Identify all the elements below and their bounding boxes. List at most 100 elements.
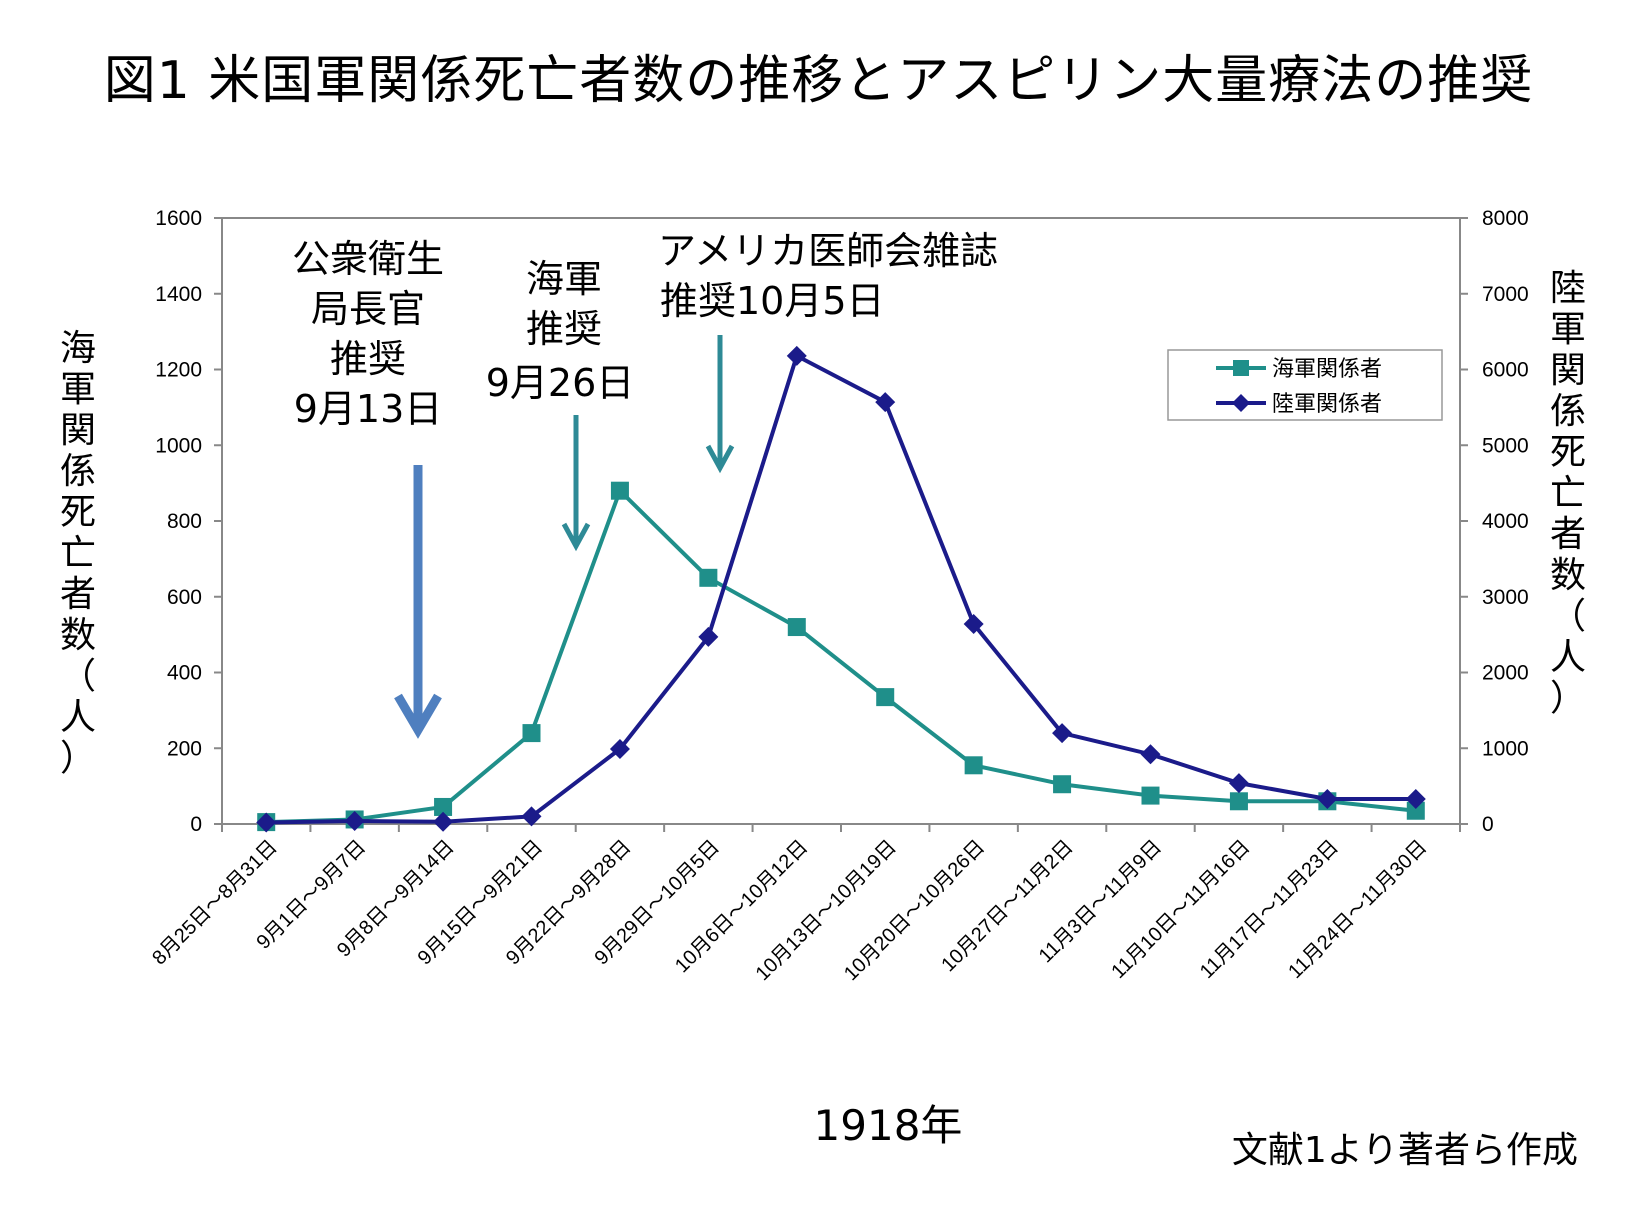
annotation-jama: アメリカ医師会雑誌 推奨10月5日 <box>658 229 998 474</box>
axis-label-char: 海 <box>60 328 96 369</box>
data-point <box>610 481 629 500</box>
data-point <box>344 810 365 831</box>
axis-label-char: （ <box>60 656 96 697</box>
data-point <box>1228 773 1249 794</box>
axis-label-char: 者 <box>60 574 96 615</box>
y-tick-label: 8000 <box>1482 207 1529 230</box>
axis-label-char: 関 <box>60 410 96 451</box>
annotation-line: 公衆衛生 <box>292 237 444 281</box>
legend-label: 陸軍関係者 <box>1272 392 1382 417</box>
y-axis-right: 0 1000 2000 3000 4000 5000 6000 7000 8000 <box>1460 207 1529 836</box>
data-point <box>1229 792 1248 811</box>
data-point <box>1406 801 1425 820</box>
annotation-line: 海軍 <box>526 257 602 301</box>
annotation-line: アメリカ医師会雑誌 <box>658 229 998 273</box>
data-point <box>963 614 984 635</box>
square-marker-icon <box>1233 360 1249 376</box>
x-tick-label: 8月25日～8月31日 <box>148 836 281 969</box>
arrow-down-icon <box>705 335 735 474</box>
y-tick-label: 6000 <box>1482 359 1529 382</box>
annotation-line: 局長官 <box>311 287 425 331</box>
y-axis-left: 0 200 400 600 800 1000 1200 1400 1600 <box>155 207 222 836</box>
data-point <box>609 739 630 760</box>
axis-label-char: 陸 <box>1550 268 1586 309</box>
x-axis-label: 1918年 <box>814 1101 963 1150</box>
arrow-down-icon <box>394 465 442 739</box>
y-tick-label: 1200 <box>155 359 202 382</box>
annotation-line: 9月26日 <box>486 361 635 405</box>
arrow-down-icon <box>561 415 591 552</box>
legend-item-army: 陸軍関係者 <box>1216 392 1382 417</box>
y-tick-label: 200 <box>167 737 202 760</box>
y-tick-label: 1000 <box>155 434 202 457</box>
data-point <box>787 618 806 637</box>
annotation-line: 推奨10月5日 <box>660 279 885 323</box>
axis-label-char: （ <box>1550 596 1586 637</box>
y-tick-label: 5000 <box>1482 434 1529 457</box>
annotation-line: 推奨 <box>526 307 602 351</box>
data-point <box>433 811 454 832</box>
axis-label-char: 亡 <box>60 533 96 574</box>
y-tick-label: 1000 <box>1482 737 1529 760</box>
axis-label-char: 関 <box>1550 350 1586 391</box>
y-tick-label: 1600 <box>155 207 202 230</box>
axis-label-char: 係 <box>1550 391 1586 432</box>
axis-label-char: 数 <box>60 615 96 656</box>
data-point <box>1405 789 1426 810</box>
data-point <box>256 812 277 833</box>
y-tick-label: 1400 <box>155 283 202 306</box>
y-tick-label: 600 <box>167 586 202 609</box>
data-point <box>434 797 453 816</box>
axis-label-char: 死 <box>60 492 96 533</box>
data-point <box>786 345 807 366</box>
data-point <box>699 568 718 587</box>
data-point <box>1317 789 1338 810</box>
y-tick-label: 7000 <box>1482 283 1529 306</box>
axis-label-char: 係 <box>60 451 96 492</box>
series-line <box>266 353 1416 825</box>
legend-item-navy: 海軍関係者 <box>1216 357 1382 382</box>
y-tick-label: 0 <box>1482 813 1494 836</box>
data-point <box>964 756 983 775</box>
data-point <box>522 724 541 743</box>
axis-label-char: 軍 <box>60 369 96 410</box>
data-point <box>1141 786 1160 805</box>
annotation-line: 9月13日 <box>294 387 443 431</box>
legend-label: 海軍関係者 <box>1272 357 1382 382</box>
diamond-marker-icon <box>1232 394 1250 412</box>
data-point <box>698 626 719 647</box>
page-title: 図1 米国軍関係死亡者数の推移とアスピリン大量療法の推奨 <box>103 51 1534 111</box>
axis-label-char: 人 <box>1550 637 1586 678</box>
data-point <box>875 392 896 413</box>
axis-label-char: ） <box>60 738 96 779</box>
data-point <box>1140 744 1161 765</box>
x-axis: 8月25日～8月31日9月1日～9月7日9月8日～9月14日9月15日～9月21… <box>148 824 1461 985</box>
data-point <box>1053 775 1072 794</box>
y-tick-label: 3000 <box>1482 586 1529 609</box>
y-tick-label: 2000 <box>1482 662 1529 685</box>
y-tick-label: 800 <box>167 510 202 533</box>
axis-label-char: 人 <box>60 697 96 738</box>
legend: 海軍関係者 陸軍関係者 <box>1167 349 1443 421</box>
series-layer <box>256 345 1426 833</box>
axis-label-char: 亡 <box>1550 473 1586 514</box>
axis-label-char: 者 <box>1550 514 1586 555</box>
axis-label-char: ） <box>1550 678 1586 719</box>
source-note: 文献1より著者ら作成 <box>1232 1130 1578 1171</box>
annotation-line: 推奨 <box>330 337 406 381</box>
series-line <box>266 488 1416 825</box>
axis-label-char: 軍 <box>1550 309 1586 350</box>
data-point <box>1052 723 1073 744</box>
annotation-surgeon-general: 公衆衛生 局長官 推奨 9月13日 <box>292 237 444 739</box>
annotation-navy: 海軍 推奨 9月26日 <box>486 257 635 552</box>
axis-label-char: 死 <box>1550 432 1586 473</box>
y-tick-label: 0 <box>190 813 202 836</box>
y-tick-label: 400 <box>167 662 202 685</box>
data-point <box>876 688 895 707</box>
data-point <box>521 806 542 827</box>
axis-label-char: 数 <box>1550 555 1586 596</box>
y-tick-label: 4000 <box>1482 510 1529 533</box>
